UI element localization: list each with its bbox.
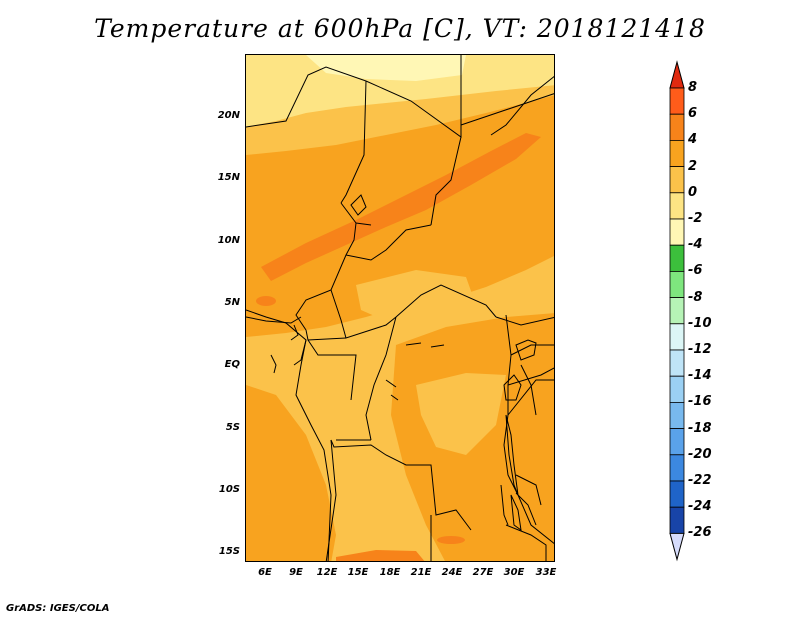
map-plot-area — [245, 54, 555, 562]
colorbar-label: 4 — [688, 132, 698, 148]
colorbar-swatch — [669, 192, 685, 220]
colorbar-label: -16 — [688, 394, 712, 410]
colorbar-label: 2 — [688, 158, 698, 174]
lon-tick: 30E — [503, 567, 525, 578]
colorbar-label: 6 — [688, 106, 698, 122]
colorbar-label: -26 — [688, 525, 712, 541]
lat-tick: 5S — [225, 422, 240, 433]
colorbar-swatch — [669, 139, 685, 167]
lon-tick: 21E — [410, 567, 432, 578]
lon-tick: 9E — [289, 567, 303, 578]
colorbar-label: -24 — [688, 499, 712, 515]
temp-band-2-4-west — [246, 385, 336, 561]
colorbar-swatch — [669, 506, 685, 534]
lake-outlines — [350, 194, 537, 532]
lat-tick: 15S — [218, 546, 240, 557]
colorbar-label: -6 — [688, 263, 703, 279]
colorbar-swatch — [669, 323, 685, 351]
colorbar-swatch — [669, 297, 685, 325]
grads-credit: GrADS: IGES/COLA — [6, 603, 110, 614]
lat-tick: 15N — [217, 172, 240, 183]
colorbar-swatch — [669, 349, 685, 377]
temp-patch-0-2 — [416, 373, 506, 455]
temp-band-4-6-streak — [261, 133, 541, 281]
colorbar-swatch — [669, 113, 685, 141]
lon-tick: 33E — [535, 567, 557, 578]
colorbar-bottom-arrow — [669, 532, 685, 562]
colorbar-swatch — [669, 87, 685, 115]
colorbar-swatch — [669, 166, 685, 194]
colorbar-swatch — [669, 454, 685, 482]
colorbar-swatch — [669, 375, 685, 403]
colorbar-label: -18 — [688, 420, 712, 436]
lon-tick: 12E — [316, 567, 338, 578]
colorbar-swatch — [669, 244, 685, 272]
temperature-field-map — [246, 55, 554, 561]
lat-tick: 20N — [217, 110, 240, 121]
lat-tick: 10S — [218, 484, 240, 495]
colorbar-label: -8 — [688, 289, 703, 305]
colorbar-swatch — [669, 270, 685, 298]
lat-tick: EQ — [224, 359, 240, 370]
lat-tick: 10N — [217, 235, 240, 246]
colorbar-label: -10 — [688, 315, 712, 331]
lon-tick: 15E — [347, 567, 369, 578]
colorbar-swatch — [669, 480, 685, 508]
colorbar-label: -12 — [688, 342, 712, 357]
temp-patch-0-2-b — [356, 270, 476, 321]
colorbar-label: 8 — [688, 80, 698, 95]
map-title: Temperature at 600hPa [C], VT: 201812141… — [94, 14, 706, 43]
colorbar-label: -2 — [688, 211, 703, 226]
temp-band-neg2-0 — [246, 55, 554, 127]
temp-band-4-6-south — [336, 550, 425, 561]
colorbar-swatch — [669, 428, 685, 456]
lon-tick: 27E — [472, 567, 494, 578]
colorbar-label: 0 — [688, 184, 698, 200]
colorbar-swatch — [669, 218, 685, 246]
temp-spot-4-6-b — [256, 296, 276, 306]
colorbar-swatch — [669, 401, 685, 429]
lon-tick: 18E — [379, 567, 401, 578]
coastline — [246, 75, 554, 561]
colorbar-label: -4 — [688, 237, 703, 253]
lat-tick: 5N — [224, 297, 240, 308]
colorbar-top-arrow — [669, 60, 685, 89]
colorbar-label: -20 — [688, 446, 712, 462]
colorbar-label: -22 — [688, 473, 712, 488]
lon-tick: 6E — [258, 567, 272, 578]
temp-spot-4-6 — [437, 536, 465, 544]
colorbar-label: -14 — [688, 368, 712, 384]
lon-tick: 24E — [441, 567, 463, 578]
